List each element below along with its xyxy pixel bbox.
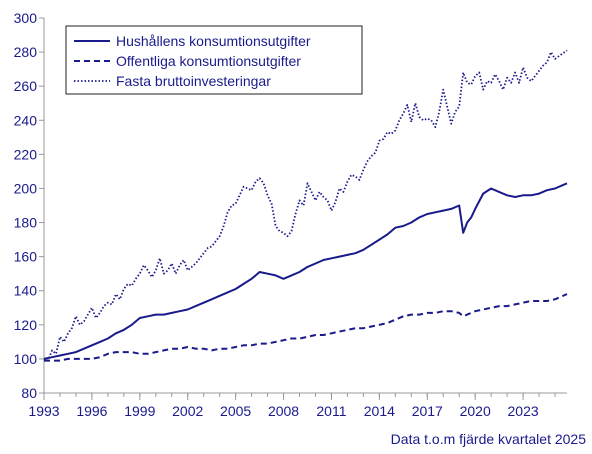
series-line-solid <box>43 182 568 360</box>
x-tick-label: 2020 <box>460 403 491 419</box>
series-layer <box>43 49 568 362</box>
source-note: Data t.o.m fjärde kvartalet 2025 <box>391 431 587 447</box>
y-tick-label: 240 <box>14 112 38 128</box>
x-tick-label: 1993 <box>28 403 59 419</box>
x-tick-label: 2017 <box>412 403 443 419</box>
y-tick-label: 200 <box>14 180 38 196</box>
legend-box <box>65 25 363 95</box>
x-tick-label: 2005 <box>220 403 251 419</box>
y-tick-label: 100 <box>14 351 38 367</box>
legend-label: Offentliga konsumtionsutgifter <box>116 53 301 69</box>
y-tick-label: 300 <box>14 10 38 26</box>
x-tick-label: 2014 <box>364 403 395 419</box>
legend-label: Hushållens konsumtionsutgifter <box>116 33 311 49</box>
y-tick-label: 180 <box>14 215 38 231</box>
y-tick-label: 80 <box>21 385 37 401</box>
legend-label: Fasta bruttoinvesteringar <box>116 73 271 89</box>
x-tick-label: 2011 <box>316 403 346 419</box>
y-tick-label: 280 <box>14 44 38 60</box>
series-line-dotted <box>43 49 568 362</box>
y-tick-label: 260 <box>14 78 38 94</box>
y-tick-label: 160 <box>14 249 38 265</box>
axes: 80 100 120 140 160 180 200 220 240 260 280 300 1993 1… <box>14 10 567 419</box>
x-tick-label: 1996 <box>76 403 107 419</box>
x-tick-label: 1999 <box>124 403 155 419</box>
y-tick-label: 220 <box>14 146 38 162</box>
x-tick-label: 2023 <box>508 403 539 419</box>
y-tick-label: 140 <box>14 283 38 299</box>
legend: Hushållens konsumtionsutgifter Offentliga… <box>65 25 363 95</box>
x-tick-label: 2002 <box>172 403 203 419</box>
x-tick-label: 2008 <box>268 403 299 419</box>
y-tick-label: 120 <box>14 317 38 333</box>
series-line-dashed <box>44 293 568 362</box>
